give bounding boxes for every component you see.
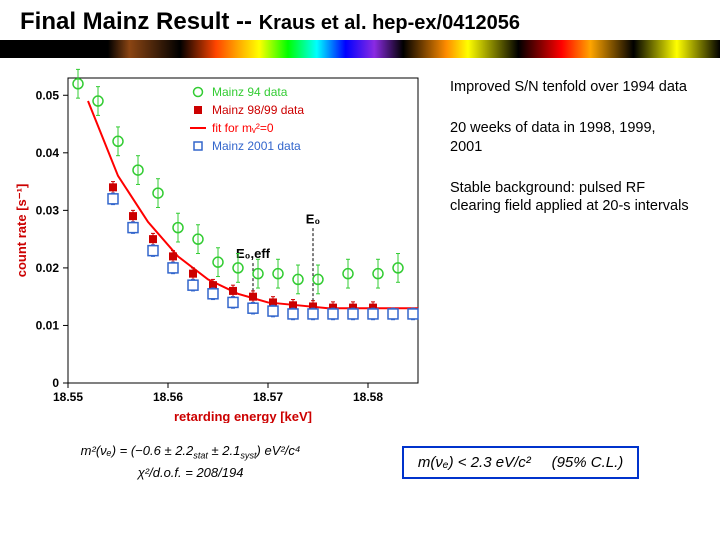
slide: Final Mainz Result -- Kraus et al. hep-e… <box>0 0 720 540</box>
title-main: Final Mainz Result -- <box>20 8 259 35</box>
formula-limit-box: m(νₑ) < 2.3 eV/c² (95% C.L.) <box>402 446 639 479</box>
svg-text:Mainz 2001 data: Mainz 2001 data <box>212 139 301 153</box>
spectrum-band <box>0 40 720 58</box>
svg-text:18.57: 18.57 <box>253 390 283 404</box>
svg-text:retarding energy [keV]: retarding energy [keV] <box>174 409 312 423</box>
formula-row: m²(νₑ) = (−0.6 ± 2.2stat ± 2.1syst) eV²/… <box>0 433 720 484</box>
stat-sub: stat <box>193 451 208 461</box>
svg-text:0.02: 0.02 <box>36 261 60 275</box>
note-2: 20 weeks of data in 1998, 1999, 2001 <box>450 119 690 157</box>
content: 18.55 18.56 18.57 18.58 0 0.01 0.02 0.03 0.04 0.0… <box>0 58 720 433</box>
svg-text:fit for mᵥ²=0: fit for mᵥ²=0 <box>212 121 274 135</box>
svg-text:0.03: 0.03 <box>36 203 60 217</box>
note-1: Improved S/N tenfold over 1994 data <box>450 78 690 97</box>
chi2: χ²/d.o.f. = 208/194 <box>138 465 244 480</box>
chart-svg: 18.55 18.56 18.57 18.58 0 0.01 0.02 0.03 0.04 0.0… <box>10 68 430 423</box>
svg-text:18.58: 18.58 <box>353 390 383 404</box>
notes: Improved S/N tenfold over 1994 data 20 w… <box>430 68 700 423</box>
title-sub: Kraus et al. hep-ex/0412056 <box>259 12 520 34</box>
svg-text:count rate [s⁻¹]: count rate [s⁻¹] <box>14 184 29 278</box>
svg-text:0.01: 0.01 <box>36 318 60 332</box>
limit: m(νₑ) < 2.3 eV/c² <box>418 454 531 471</box>
svg-text:Mainz 94 data: Mainz 94 data <box>212 85 288 99</box>
syst-sub: syst <box>240 451 256 461</box>
units1: ) eV²/c⁴ <box>257 443 301 458</box>
svg-text:Mainz 98/99 data: Mainz 98/99 data <box>212 103 304 117</box>
svg-text:0.05: 0.05 <box>36 88 60 102</box>
formula-mass: m²(νₑ) = (−0.6 ± 2.2stat ± 2.1syst) eV²/… <box>81 441 301 484</box>
cl: (95% C.L.) <box>552 454 624 471</box>
chart-container: 18.55 18.56 18.57 18.58 0 0.01 0.02 0.03 0.04 0.0… <box>10 68 430 423</box>
title-bar: Final Mainz Result -- Kraus et al. hep-e… <box>0 0 720 40</box>
svg-text:0: 0 <box>52 376 59 390</box>
svg-text:18.55: 18.55 <box>53 390 83 404</box>
note-3: Stable background: pulsed RF clearing fi… <box>450 179 690 217</box>
svg-text:0.04: 0.04 <box>36 146 60 160</box>
svg-text:E₀,eff: E₀,eff <box>236 246 271 261</box>
pm: ± 2.1 <box>208 443 240 458</box>
mass-sq: m²(νₑ) = (−0.6 ± 2.2 <box>81 443 194 458</box>
svg-text:18.56: 18.56 <box>153 390 183 404</box>
svg-text:E₀: E₀ <box>306 212 321 227</box>
